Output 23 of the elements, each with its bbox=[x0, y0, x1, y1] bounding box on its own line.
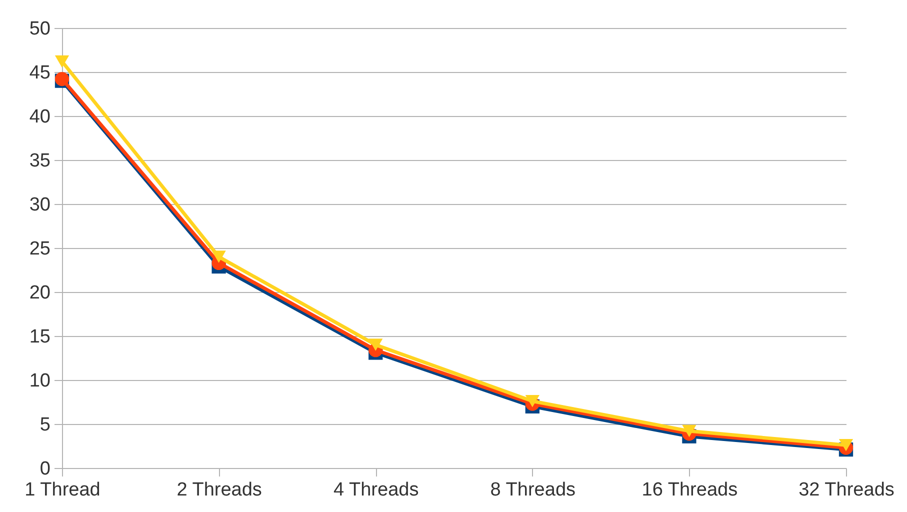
x-tick-label: 32 Threads bbox=[798, 480, 894, 500]
x-tick-label: 16 Threads bbox=[642, 480, 738, 500]
point bbox=[212, 250, 226, 263]
x-tick-label: 8 Threads bbox=[490, 480, 576, 500]
y-tick-label: 15 bbox=[29, 326, 50, 348]
x-tick-label: 1 Thread bbox=[24, 480, 100, 500]
point bbox=[54, 55, 70, 68]
y-tick-label: 30 bbox=[29, 194, 50, 216]
y-tick-label: 50 bbox=[29, 18, 50, 40]
y-tick-label: 10 bbox=[29, 370, 50, 392]
x-tick-label: 4 Threads bbox=[334, 480, 419, 500]
x-tick-label: 2 Threads bbox=[176, 480, 262, 500]
point bbox=[682, 424, 696, 438]
y-tick-label: 45 bbox=[29, 62, 50, 84]
y-tick-label: 5 bbox=[40, 414, 50, 436]
y-tick-label: 25 bbox=[29, 238, 50, 260]
y-tick-label: 20 bbox=[29, 282, 50, 304]
point bbox=[838, 438, 854, 452]
point bbox=[368, 338, 383, 351]
point bbox=[525, 394, 540, 408]
y-tick-label: 40 bbox=[29, 106, 50, 128]
y-tick-label: 35 bbox=[29, 150, 50, 172]
y-tick-label: 0 bbox=[40, 458, 50, 480]
